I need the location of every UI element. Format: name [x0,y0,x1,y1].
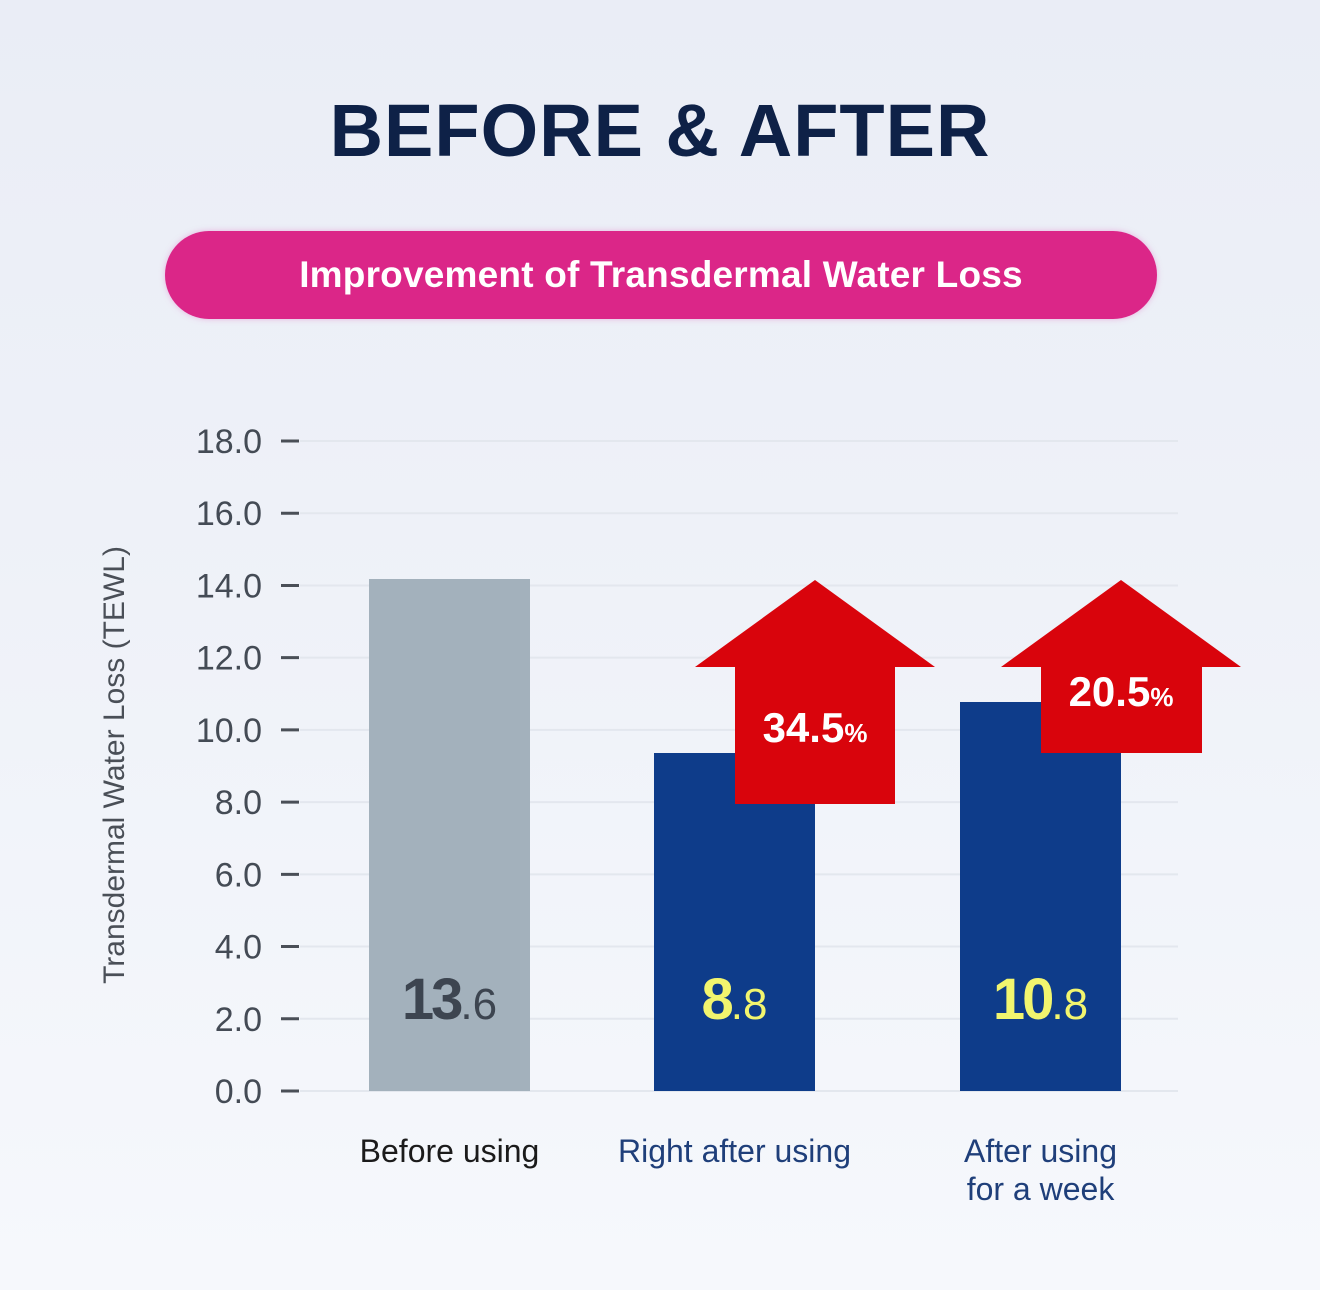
y-tick-label: 12.0 [196,640,262,678]
x-category-label: for a week [967,1171,1116,1207]
bar [369,579,530,1091]
y-tick-label: 2.0 [215,1001,262,1039]
y-tick-label: 8.0 [215,784,262,822]
y-tick-label: 0.0 [215,1073,262,1111]
x-axis-labels: Before using Right after using After using… [360,1133,1117,1207]
y-tick-label: 14.0 [196,567,262,605]
subtitle-text: Improvement of Transdermal Water Loss [299,254,1023,295]
bar-value-label: 10.8 [993,967,1088,1032]
bar-value-label: 8.8 [702,967,768,1032]
x-category-label: After using [964,1133,1117,1169]
bar-value-label: 13.6 [402,967,497,1032]
y-tick-label: 6.0 [215,856,262,894]
y-tick-label: 10.0 [196,712,262,750]
up-arrow-icon [695,580,935,804]
subtitle-banner: Improvement of Transdermal Water Loss [165,231,1157,319]
improvement-label: 20.5% [1069,668,1174,715]
y-axis: 0.0 2.0 4.0 6.0 8.0 10.0 12.0 14.0 16.0 18.0 [196,423,299,1111]
x-category-label: Right after using [618,1133,851,1169]
x-category-label: Before using [360,1133,540,1169]
improvement-arrows: 34.5% 20.5% [695,580,1241,804]
y-axis-label: Transdermal Water Loss (TEWL) [98,546,131,984]
bars: 13.6 8.8 10.8 [369,579,1121,1091]
y-tick-label: 16.0 [196,495,262,533]
page-title: BEFORE & AFTER [329,89,991,172]
bar [960,702,1121,1091]
y-tick-label: 18.0 [196,423,262,461]
up-arrow-icon [1001,580,1241,753]
y-tick-label: 4.0 [215,929,262,967]
improvement-label: 34.5% [763,704,868,751]
bar [654,753,815,1091]
